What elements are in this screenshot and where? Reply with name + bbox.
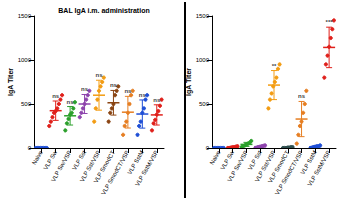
svg-text:ns: ns xyxy=(124,88,132,94)
svg-text:VLP SmodCT: VLP SmodCT xyxy=(92,149,116,185)
svg-text:VLP Sst/VSP: VLP Sst/VSP xyxy=(78,149,102,183)
svg-text:VLP Sst: VLP Sst xyxy=(246,149,263,172)
svg-text:ns: ns xyxy=(81,86,89,92)
svg-text:IgA Titer: IgA Titer xyxy=(7,68,15,96)
svg-text:1000: 1000 xyxy=(196,57,210,63)
svg-text:ns: ns xyxy=(67,99,75,105)
svg-text:1500: 1500 xyxy=(196,13,210,19)
svg-text:ns: ns xyxy=(298,93,306,99)
svg-text:1500: 1500 xyxy=(18,13,32,19)
svg-text:0: 0 xyxy=(206,145,210,151)
svg-text:ns: ns xyxy=(110,82,118,88)
svg-text:VLP SstM/VSP: VLP SstM/VSP xyxy=(134,149,159,187)
svg-text:500: 500 xyxy=(21,101,32,107)
svg-text:VLP SstM/VSP: VLP SstM/VSP xyxy=(306,149,331,187)
svg-text:VLP SmodCT/VSP: VLP SmodCT/VSP xyxy=(273,149,305,196)
svg-text:500: 500 xyxy=(199,101,210,107)
svg-text:VLP SmodCT: VLP SmodCT xyxy=(266,149,291,185)
svg-text:ns: ns xyxy=(52,93,60,99)
svg-text:BAL IgA i.m. administration: BAL IgA i.m. administration xyxy=(58,7,149,15)
svg-text:VLP SmodCT/VSP: VLP SmodCT/VSP xyxy=(100,149,131,196)
svg-text:Naive: Naive xyxy=(209,149,222,166)
svg-text:VLP Sst: VLP Sst xyxy=(71,149,88,172)
svg-text:ns: ns xyxy=(139,92,147,98)
svg-text:ns: ns xyxy=(95,72,103,78)
svg-text:0: 0 xyxy=(28,145,32,151)
svg-text:VLP Sw/VSP: VLP Sw/VSP xyxy=(226,149,249,182)
svg-text:IgA Titer: IgA Titer xyxy=(185,68,193,96)
svg-text:1000: 1000 xyxy=(18,57,32,63)
svg-text:ns: ns xyxy=(153,97,161,103)
svg-text:**: ** xyxy=(272,63,277,69)
svg-text:VLP Sst/VSP: VLP Sst/VSP xyxy=(253,149,277,183)
svg-text:Naive: Naive xyxy=(31,149,44,166)
svg-text:***: *** xyxy=(326,19,334,25)
svg-text:VLP Sw/VSP: VLP Sw/VSP xyxy=(50,149,73,182)
